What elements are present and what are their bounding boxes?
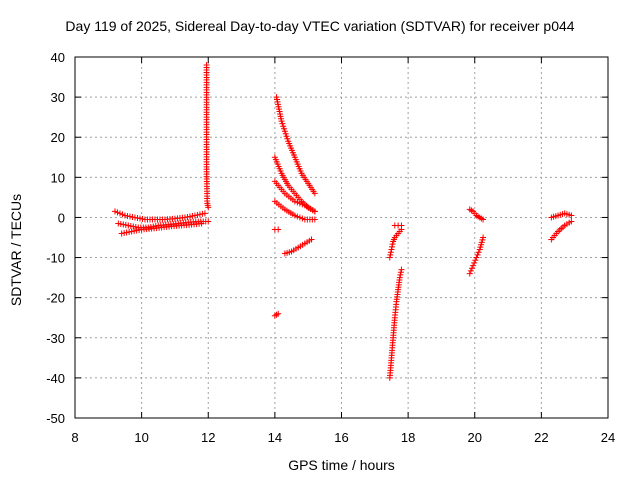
x-axis-label: GPS time / hours: [288, 457, 395, 473]
data-point-fill: [389, 243, 396, 250]
y-tick-label: -10: [46, 251, 65, 266]
data-point: [311, 190, 318, 197]
data-point-fill: [475, 249, 482, 256]
data-point: [470, 262, 477, 269]
data-point: [205, 204, 212, 211]
data-point: [311, 216, 318, 223]
data-point-fill: [387, 251, 394, 258]
x-tick-label: 14: [268, 430, 282, 445]
data-point: [480, 234, 487, 241]
data-point: [466, 270, 473, 277]
data-point-fill: [282, 130, 289, 137]
data-point-fill: [397, 271, 404, 278]
data-point: [275, 310, 282, 317]
data-point-fill: [467, 267, 474, 274]
y-axis-label: SDTVAR / TECUs: [8, 193, 24, 307]
data-point: [278, 118, 285, 125]
data-point-fill: [471, 259, 478, 266]
data-point-fill: [281, 128, 288, 135]
y-tick-label: -20: [46, 291, 65, 306]
y-axis-label-wrap: SDTVAR / TECUs: [4, 80, 28, 420]
y-tick-label: 20: [51, 130, 65, 145]
data-point: [308, 236, 315, 243]
x-tick-label: 18: [401, 430, 415, 445]
data-point-fill: [389, 241, 396, 248]
data-point: [198, 220, 205, 227]
y-tick-label: -40: [46, 371, 65, 386]
y-tick-label: -50: [46, 411, 65, 426]
data-point-fill: [281, 125, 288, 132]
y-tick-label: 0: [58, 210, 65, 225]
chart-title: Day 119 of 2025, Sidereal Day-to-day VTE…: [65, 18, 575, 34]
x-tick-label: 24: [601, 430, 615, 445]
x-tick-label: 22: [534, 430, 548, 445]
data-point: [480, 216, 487, 223]
data-point-fill: [468, 265, 475, 272]
data-point-fill: [283, 133, 290, 140]
x-tick-label: 8: [71, 430, 78, 445]
data-point-fill: [474, 251, 481, 258]
x-tick-label: 16: [334, 430, 348, 445]
y-tick-label: 10: [51, 170, 65, 185]
data-point-fill: [472, 257, 479, 264]
data-point: [568, 212, 575, 219]
x-tick-label: 12: [201, 430, 215, 445]
x-tick-label: 10: [134, 430, 148, 445]
x-tick-label: 20: [468, 430, 482, 445]
data-point-fill: [284, 135, 291, 142]
data-point: [396, 274, 403, 281]
data-point: [311, 208, 318, 215]
data-point-fill: [279, 120, 286, 127]
data-point-fill: [387, 249, 394, 256]
y-tick-label: -30: [46, 331, 65, 346]
data-point-fill: [397, 269, 404, 276]
data-point-fill: [280, 123, 287, 130]
data-point: [275, 226, 282, 233]
y-tick-label: 40: [51, 50, 65, 65]
data-point: [205, 218, 212, 225]
data-point: [568, 218, 575, 225]
data-point: [398, 222, 405, 229]
data-point: [386, 254, 393, 261]
data-point: [398, 266, 405, 273]
data-point: [473, 254, 480, 261]
data-point: [201, 210, 208, 217]
y-tick-label: 30: [51, 90, 65, 105]
data-point: [388, 246, 395, 253]
